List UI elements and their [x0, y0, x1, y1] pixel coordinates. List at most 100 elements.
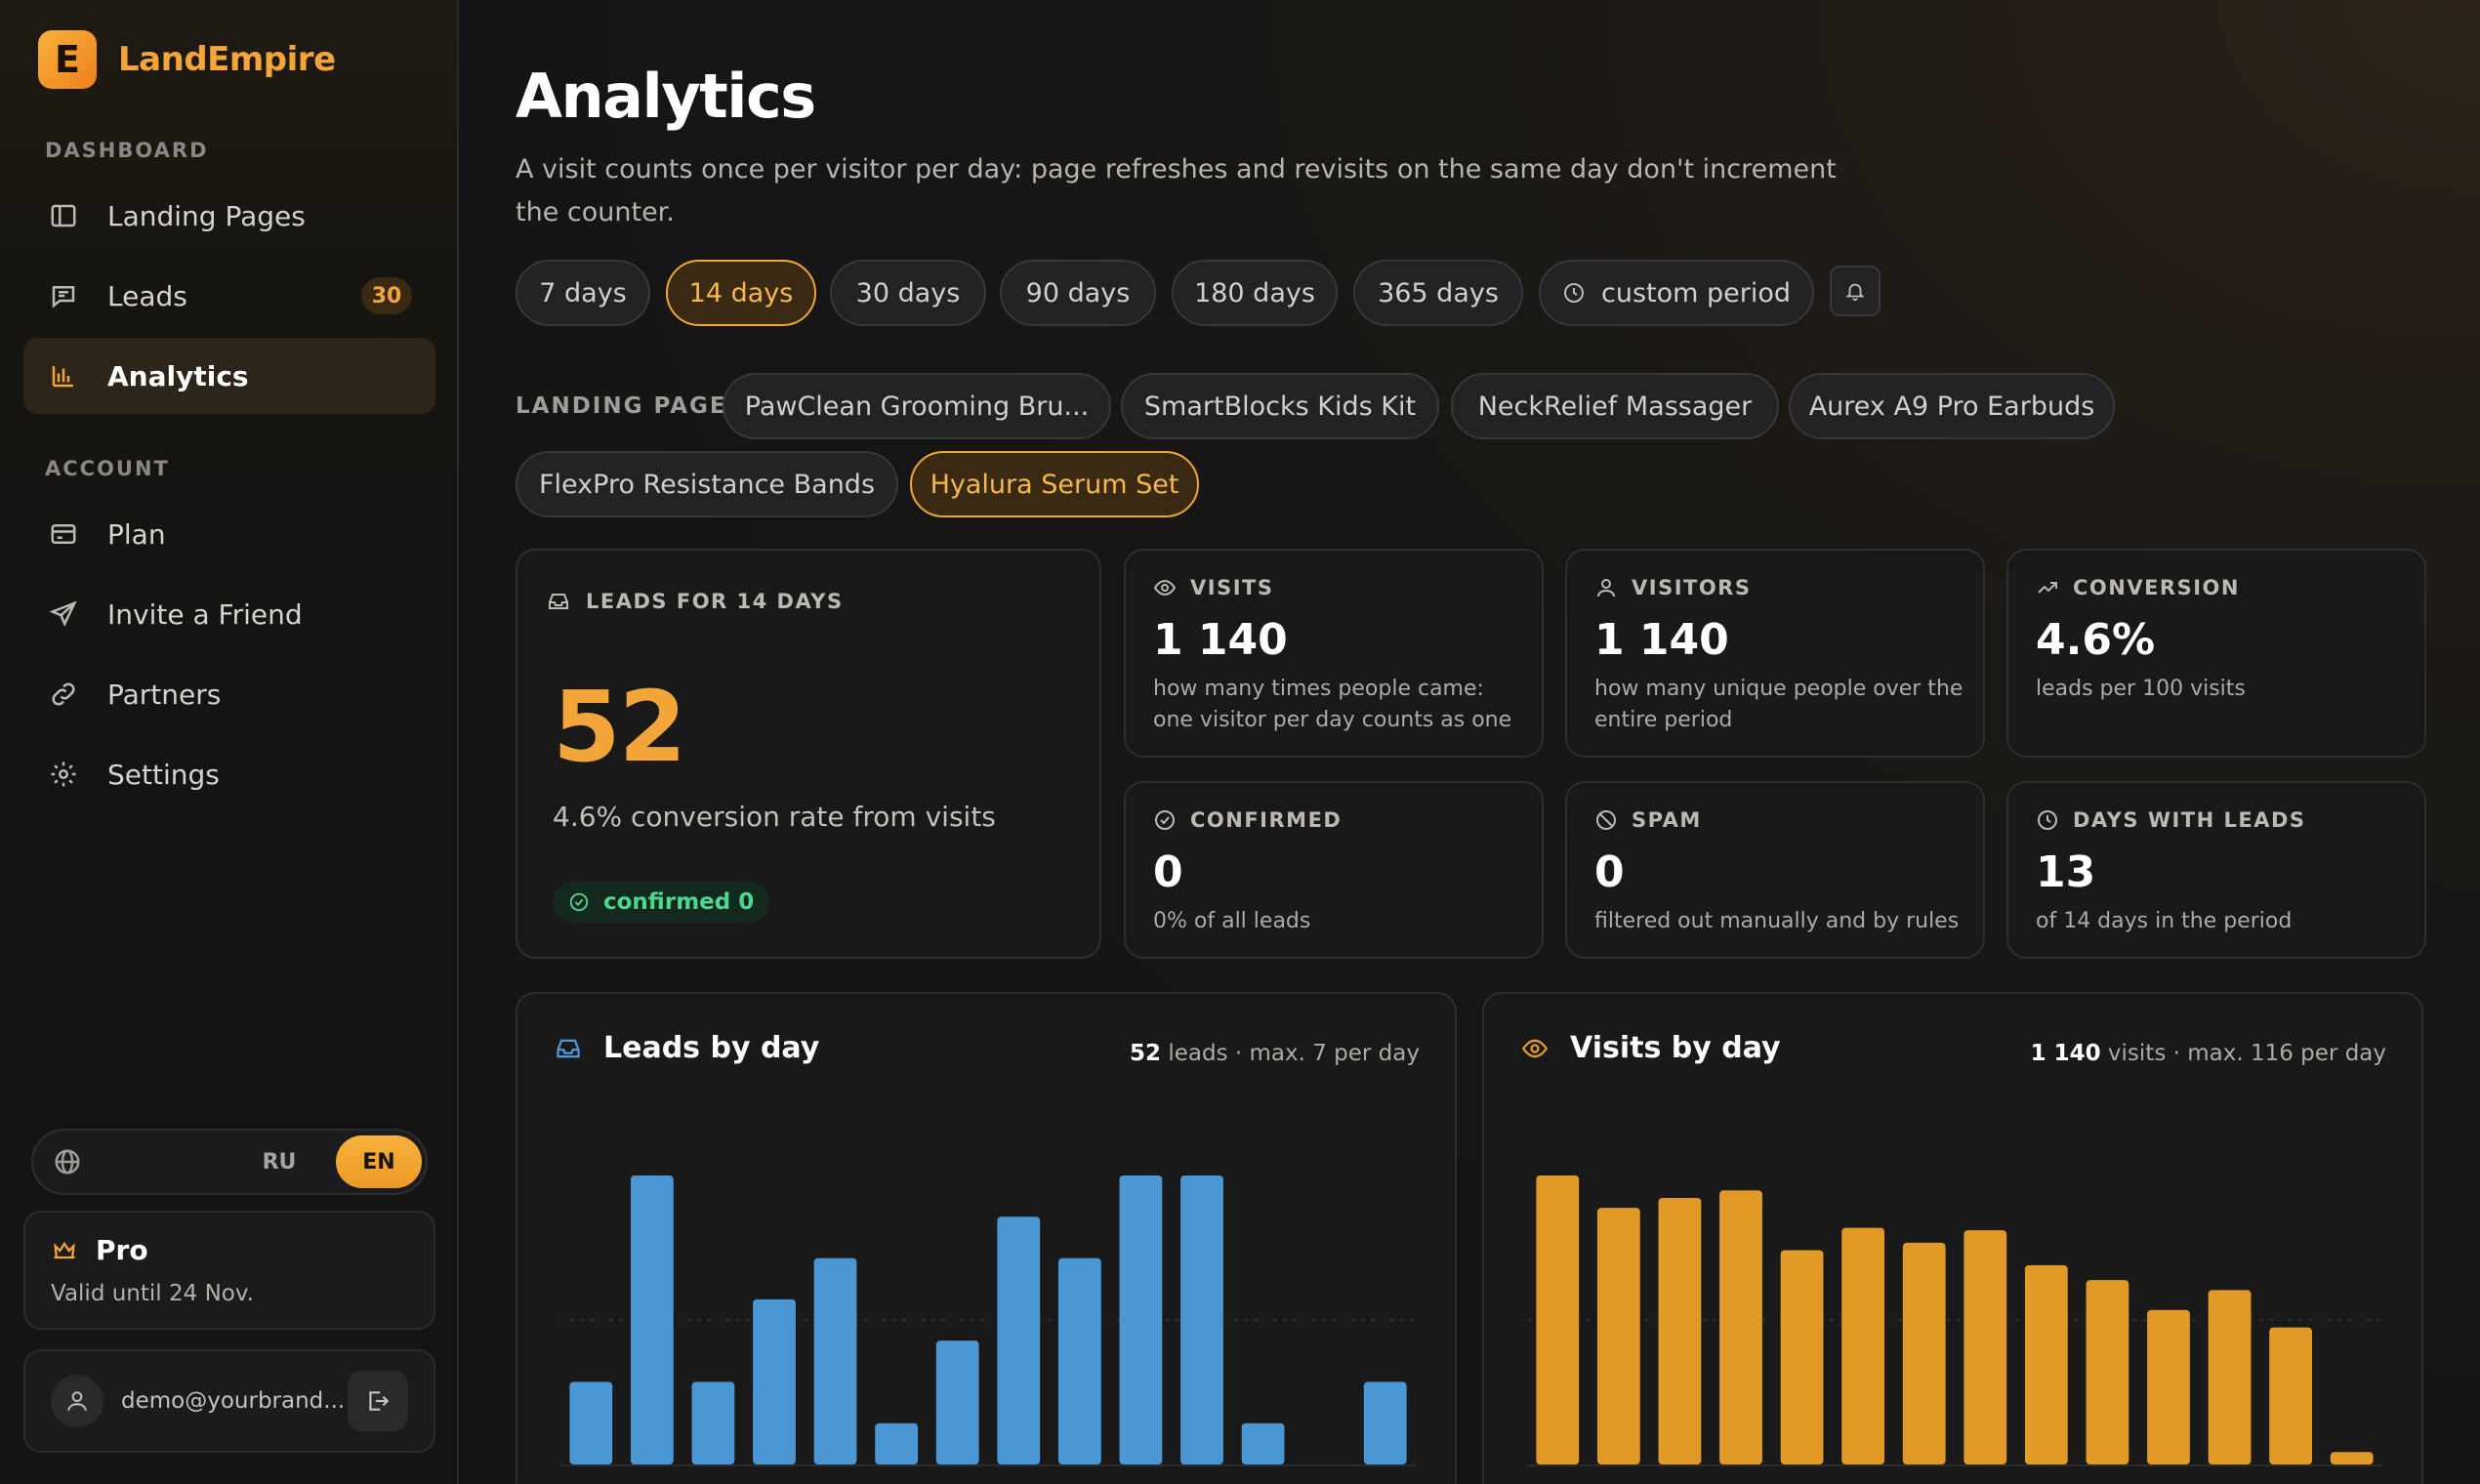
leads-bar[interactable] [997, 1216, 1041, 1464]
leads-bar[interactable] [630, 1175, 674, 1464]
stat-value: 0 [1594, 847, 1625, 897]
language-switch[interactable]: RU EN [31, 1129, 428, 1195]
period-90-days[interactable]: 90 days [1000, 260, 1156, 326]
logout-button[interactable] [348, 1371, 408, 1431]
stat-description: 0% of all leads [1153, 909, 1311, 933]
wallet-icon [47, 517, 80, 551]
avatar[interactable] [51, 1375, 103, 1427]
sidebar-item-invite[interactable]: Invite a Friend [23, 576, 435, 652]
leads-bar[interactable] [1119, 1175, 1163, 1464]
sidebar-item-label: Leads [107, 279, 187, 312]
stat-label-text: SPAM [1632, 808, 1702, 832]
stat-card-confirmed: CONFIRMED 0 0% of all leads [1124, 781, 1544, 959]
chart-title-text: Visits by day [1570, 1031, 1781, 1065]
period-180-days[interactable]: 180 days [1172, 260, 1338, 326]
sidebar-item-analytics[interactable]: Analytics [23, 338, 435, 414]
visits-bar[interactable] [1596, 1208, 1640, 1464]
leads-bar[interactable] [1241, 1422, 1285, 1464]
chart-meta-text: visits · max. 116 per day [2100, 1041, 2386, 1066]
stat-label: VISITS [1153, 576, 1273, 599]
leads-bar[interactable] [1057, 1257, 1101, 1464]
visits-bar[interactable] [1780, 1250, 1824, 1464]
check-circle-icon [1155, 810, 1175, 830]
logo[interactable]: E LandEmpire [38, 30, 336, 89]
sidebar-item-partners[interactable]: Partners [23, 656, 435, 732]
landing-chip[interactable]: NeckRelief Massager [1451, 373, 1779, 439]
period-14-days[interactable]: 14 days [666, 260, 816, 326]
user-card: demo@yourbrand... [23, 1349, 435, 1453]
landing-chip[interactable]: SmartBlocks Kids Kit [1121, 373, 1439, 439]
leads-by-day-card: Leads by day 52 leads · max. 7 per day [516, 992, 1457, 1484]
visits-bar[interactable] [1719, 1190, 1762, 1464]
visits-bar[interactable] [1963, 1230, 2007, 1464]
lang-ru-button[interactable]: RU [262, 1149, 297, 1175]
visits-bar[interactable] [2086, 1280, 2129, 1464]
confirmed-badge-text: confirmed 0 [603, 889, 755, 915]
main-content: Analytics A visit counts once per visito… [461, 0, 2480, 1484]
landing-chip[interactable]: Aurex A9 Pro Earbuds [1789, 373, 2115, 439]
period-30-days[interactable]: 30 days [830, 260, 986, 326]
lang-en-button[interactable]: EN [336, 1135, 422, 1188]
chart-total: 1 140 [2030, 1041, 2101, 1066]
leads-bar[interactable] [569, 1381, 613, 1464]
landing-chip[interactable]: FlexPro Resistance Bands [516, 451, 898, 517]
stat-card-visitors: VISITORS 1 140 how many unique people ov… [1565, 549, 1985, 758]
stat-description: how many unique people over the entire p… [1594, 677, 1963, 732]
link-icon [47, 678, 80, 711]
stat-description: of 14 days in the period [2036, 909, 2293, 933]
bar-chart-icon [47, 359, 80, 392]
user-email: demo@yourbrand... [121, 1388, 346, 1414]
sidebar-item-landing-pages[interactable]: Landing Pages [23, 178, 435, 254]
landing-chip[interactable]: PawClean Grooming Bru... [723, 373, 1111, 439]
leads-conversion-text: 4.6% conversion rate from visits [553, 801, 996, 833]
stat-description: filtered out manually and by rules [1594, 909, 1960, 933]
leads-card-label: LEADS FOR 14 DAYS [547, 590, 844, 613]
period-365-days[interactable]: 365 days [1353, 260, 1523, 326]
plan-title: Pro [51, 1234, 148, 1266]
sidebar-item-leads[interactable]: Leads 30 [23, 258, 435, 334]
visits-bar[interactable] [2024, 1264, 2068, 1464]
visits-bar[interactable] [2330, 1452, 2374, 1464]
sidebar-item-settings[interactable]: Settings [23, 736, 435, 812]
sidebar-item-label: Partners [107, 678, 222, 711]
leads-bar[interactable] [813, 1257, 857, 1464]
visits-bar[interactable] [2147, 1309, 2190, 1464]
visits-bar[interactable] [2269, 1327, 2313, 1464]
notify-button[interactable] [1830, 266, 1881, 316]
inbox-icon [549, 594, 568, 609]
app-name: LandEmpire [118, 40, 336, 79]
stat-label: CONFIRMED [1153, 808, 1342, 832]
sidebar-item-plan[interactable]: Plan [23, 496, 435, 572]
leads-bar[interactable] [935, 1340, 979, 1464]
stat-card-visits: VISITS 1 140 how many times people came:… [1124, 549, 1544, 758]
chart-title-text: Leads by day [603, 1031, 820, 1065]
leads-bar[interactable] [1180, 1175, 1223, 1464]
stat-value: 4.6% [2036, 615, 2156, 665]
stat-description: leads per 100 visits [2036, 677, 2246, 701]
section-label-account: ACCOUNT [45, 457, 170, 480]
stat-label-text: VISITS [1190, 576, 1274, 599]
landing-chip-selected[interactable]: Hyalura Serum Set [910, 451, 1199, 517]
section-label-dashboard: DASHBOARD [45, 139, 209, 162]
visits-bar[interactable] [1841, 1227, 1885, 1464]
visits-bar[interactable] [1658, 1197, 1702, 1464]
period-7-days[interactable]: 7 days [516, 260, 650, 326]
visits-bar[interactable] [1902, 1242, 1946, 1464]
gear-icon [47, 758, 80, 791]
leads-bar[interactable] [1363, 1381, 1407, 1464]
clock-icon [2038, 810, 2057, 830]
leads-bar[interactable] [753, 1298, 796, 1464]
plan-card[interactable]: Pro Valid until 24 Nov. [23, 1211, 435, 1330]
stat-card-spam: SPAM 0 filtered out manually and by rule… [1565, 781, 1985, 959]
chart-total: 52 [1130, 1041, 1162, 1066]
leads-bar[interactable] [875, 1422, 919, 1464]
custom-period-button[interactable]: custom period [1539, 260, 1814, 326]
visits-bar[interactable] [1536, 1175, 1580, 1464]
leads-bar[interactable] [691, 1381, 735, 1464]
plan-valid-until: Valid until 24 Nov. [51, 1281, 254, 1306]
trend-icon [2038, 582, 2057, 594]
leads-by-day-chart [560, 1175, 1416, 1466]
visits-bar[interactable] [2208, 1290, 2252, 1464]
leads-card-label-text: LEADS FOR 14 DAYS [586, 590, 844, 613]
ban-icon [1596, 810, 1616, 830]
